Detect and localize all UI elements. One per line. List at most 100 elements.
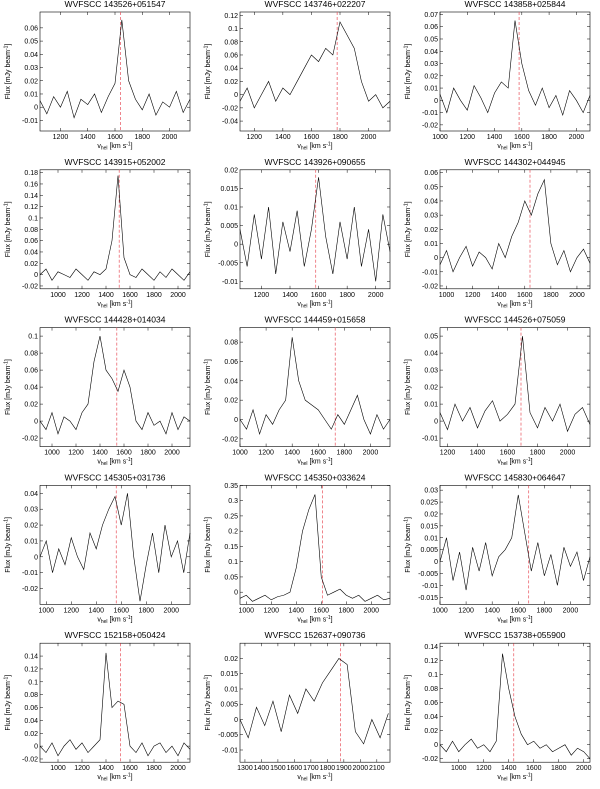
y-tick-label: 0.02 (24, 523, 38, 530)
y-tick-label: 0.015 (420, 523, 438, 530)
x-tick-label: 2100 (369, 765, 385, 772)
x-tick-label: 1200 (459, 134, 475, 141)
y-axis-label: Flux [mJy beam-1] (204, 675, 213, 731)
x-tick-label: 1200 (246, 134, 262, 141)
spectrum-line (439, 494, 591, 591)
y-tick-label: 0.06 (424, 24, 438, 31)
x-tick-label: 1400 (484, 607, 500, 614)
x-tick-label: 1400 (501, 765, 517, 772)
x-tick-label: 1600 (122, 292, 138, 299)
y-tick-label: 0.08 (424, 686, 438, 693)
x-tick-label: 1800 (530, 450, 546, 457)
y-tick-label: -0.01 (22, 570, 38, 577)
y-tick-label: 0 (434, 419, 438, 426)
x-axis-label: vhel [km s-1] (97, 773, 132, 783)
y-tick-label: 0.3 (228, 498, 238, 505)
y-tick-label: -0.005 (218, 260, 238, 267)
panel-title: WVFSCC 144302+044945 (465, 157, 566, 167)
plot-frame (239, 642, 391, 763)
y-tick-label: 0.02 (24, 261, 38, 268)
plot-frame (439, 11, 591, 132)
x-tick-label: 1600 (116, 450, 132, 457)
x-axis-label: vhel [km s-1] (297, 299, 332, 309)
panel-title: WVFSCC 145305+031736 (65, 472, 166, 482)
x-tick-label: 1400 (470, 450, 486, 457)
y-tick-label: 0.01 (24, 538, 38, 545)
x-tick-label: 1600 (107, 134, 123, 141)
plot-frame (39, 485, 191, 605)
x-tick-label: 1800 (339, 292, 355, 299)
y-tick-label: 0 (234, 590, 238, 597)
y-tick-label: 0.02 (224, 167, 238, 174)
y-tick-label: 0 (34, 554, 38, 561)
y-tick-label: 0.005 (220, 702, 238, 709)
x-tick-label: 1600 (310, 450, 326, 457)
x-tick-label: 1600 (510, 607, 526, 614)
x-tick-label: 1400 (88, 607, 104, 614)
y-tick-label: 0.02 (224, 656, 238, 663)
y-tick-label: 0.06 (224, 52, 238, 59)
x-tick-label: 1800 (338, 607, 354, 614)
x-tick-label: 1800 (146, 292, 162, 299)
y-tick-label: 0.1 (228, 26, 238, 33)
y-tick-label: 0.06 (24, 25, 38, 32)
x-tick-label: 1600 (311, 292, 327, 299)
x-tick-label: 2000 (353, 765, 369, 772)
panel-title: WVFSCC 144526+075059 (465, 315, 566, 325)
x-tick-label: 1600 (122, 765, 138, 772)
y-tick-label: 0 (234, 242, 238, 249)
y-tick-label: 0.01 (424, 241, 438, 248)
x-tick-label: 1000 (432, 134, 448, 141)
x-tick-label: 1000 (451, 765, 467, 772)
y-tick-label: 0 (34, 105, 38, 112)
x-tick-label: 1000 (439, 292, 455, 299)
y-tick-label: 0.12 (424, 658, 438, 665)
panel-title: WVFSCC 145830+064647 (465, 472, 566, 482)
y-tick-label: -0.02 (222, 105, 238, 112)
y-tick-label: 0.02 (424, 227, 438, 234)
y-tick-label: 0.01 (424, 535, 438, 542)
y-tick-label: 0.005 (220, 223, 238, 230)
x-tick-label: 1800 (537, 607, 553, 614)
y-tick-label: 0.08 (24, 692, 38, 699)
x-tick-label: 1800 (543, 292, 559, 299)
x-tick-label: 1600 (313, 607, 329, 614)
x-axis-label: vhel [km s-1] (97, 457, 132, 467)
x-tick-label: 1000 (238, 607, 254, 614)
y-tick-label: 0.25 (224, 513, 238, 520)
y-axis-label: Flux [mJy beam-1] (4, 201, 13, 257)
y-tick-label: -0.02 (22, 283, 38, 290)
y-tick-label: -0.015 (418, 595, 438, 602)
x-tick-label: 1600 (526, 765, 542, 772)
y-tick-label: -0.01 (22, 118, 38, 125)
plot-frame (239, 169, 391, 290)
y-axis-label: Flux [mJy beam-1] (204, 517, 213, 573)
x-tick-label: 1800 (140, 450, 156, 457)
panel-title: WVFSCC 144428+014034 (65, 315, 166, 325)
y-tick-label: -0.01 (422, 583, 438, 590)
x-tick-label: 2000 (563, 607, 579, 614)
x-tick-label: 1400 (98, 292, 114, 299)
x-axis-label: vhel [km s-1] (497, 142, 532, 152)
y-tick-label: 0.05 (424, 184, 438, 191)
y-tick-label: 0.04 (24, 718, 38, 725)
x-tick-label: 1200 (458, 607, 474, 614)
panel-title: WVFSCC 143926+090655 (265, 157, 366, 167)
x-tick-label: 1000 (44, 450, 60, 457)
y-tick-label: 0.07 (424, 12, 438, 19)
y-axis-label: Flux [mJy beam-1] (404, 675, 413, 731)
panel: WVFSCC 144526+075059 1200 1400 1600 1800 2000… (404, 315, 591, 467)
y-tick-label: 0.1 (228, 559, 238, 566)
y-tick-label: -0.02 (422, 122, 438, 129)
y-axis-label: Flux [mJy beam-1] (204, 44, 213, 100)
x-tick-label: 1400 (80, 134, 96, 141)
y-tick-label: 0.03 (24, 65, 38, 72)
plot-frame (39, 11, 191, 132)
x-tick-label: 1200 (476, 765, 492, 772)
x-tick-label: 1000 (50, 765, 66, 772)
y-tick-label: -0.02 (422, 756, 438, 763)
x-tick-label: 1400 (282, 292, 298, 299)
x-axis-label: vhel [km s-1] (97, 299, 132, 309)
x-tick-label: 1200 (258, 450, 274, 457)
